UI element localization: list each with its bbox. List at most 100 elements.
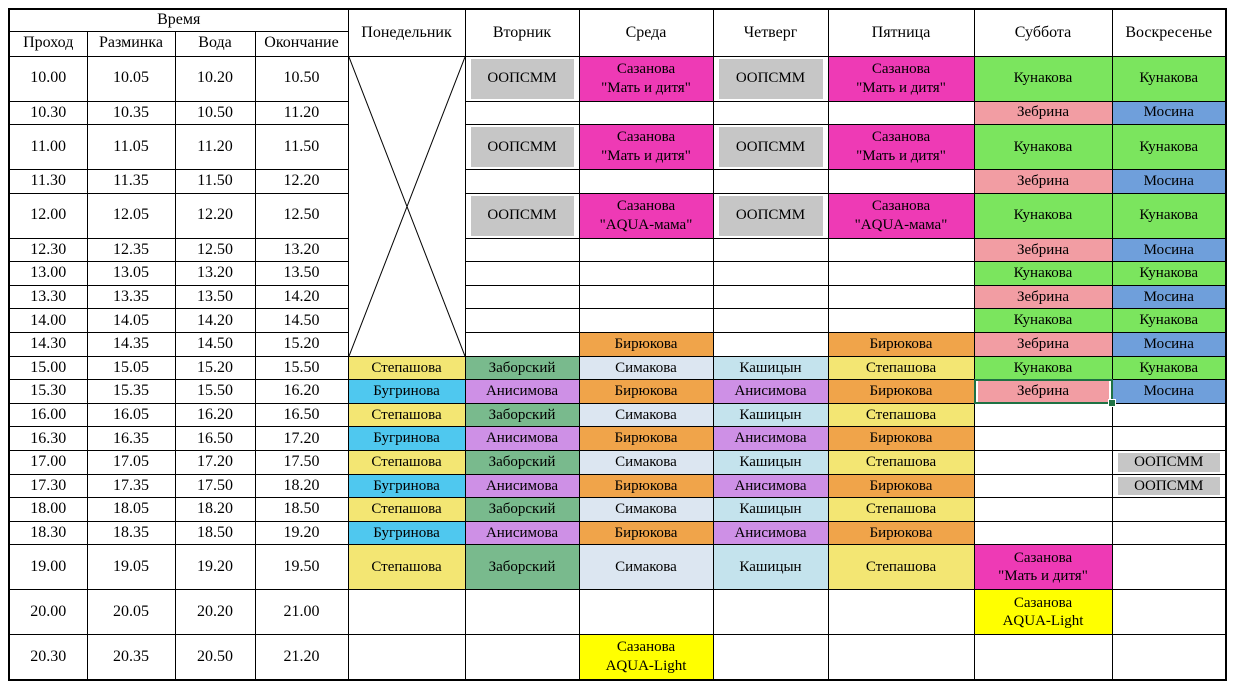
- time-cell[interactable]: 18.30: [8, 520, 88, 546]
- day-header-thursday[interactable]: Четверг: [712, 8, 829, 57]
- schedule-cell[interactable]: ООПСММ: [464, 192, 580, 239]
- empty-cell[interactable]: [464, 237, 580, 263]
- time-cell[interactable]: 17.30: [8, 473, 88, 499]
- time-cell[interactable]: 21.00: [254, 589, 349, 636]
- time-cell[interactable]: 12.50: [174, 237, 256, 263]
- empty-cell[interactable]: [464, 589, 580, 636]
- time-cell[interactable]: 19.00: [8, 544, 88, 591]
- time-cell[interactable]: 10.50: [254, 55, 349, 102]
- empty-cell[interactable]: [827, 284, 975, 310]
- time-cell[interactable]: 15.50: [174, 379, 256, 404]
- schedule-cell[interactable]: Заборский: [464, 497, 580, 522]
- time-cell[interactable]: 13.35: [86, 284, 176, 310]
- schedule-cell[interactable]: Степашова: [827, 355, 975, 381]
- time-cell[interactable]: 10.35: [86, 100, 176, 126]
- schedule-cell[interactable]: Мосина: [1111, 100, 1227, 126]
- time-cell[interactable]: 18.20: [174, 497, 256, 522]
- time-cell[interactable]: 21.20: [254, 634, 349, 681]
- time-col-end[interactable]: Окончание: [254, 30, 349, 57]
- empty-cell[interactable]: [827, 169, 975, 194]
- time-cell[interactable]: 16.20: [174, 402, 256, 428]
- day-header-friday[interactable]: Пятница: [827, 8, 975, 57]
- time-cell[interactable]: 13.20: [254, 237, 349, 263]
- time-cell[interactable]: 11.20: [254, 100, 349, 126]
- day-header-saturday[interactable]: Суббота: [973, 8, 1113, 57]
- schedule-cell[interactable]: Кашицын: [712, 355, 829, 381]
- time-cell[interactable]: 14.50: [174, 332, 256, 357]
- time-cell[interactable]: 16.00: [8, 402, 88, 428]
- time-col-warmup[interactable]: Разминка: [86, 30, 176, 57]
- schedule-cell[interactable]: Зебрина: [973, 332, 1113, 357]
- schedule-cell[interactable]: Анисимова: [464, 379, 580, 404]
- empty-cell[interactable]: [712, 100, 829, 126]
- time-cell[interactable]: 19.20: [174, 544, 256, 591]
- schedule-cell[interactable]: Кунакова: [1111, 308, 1227, 334]
- schedule-cell[interactable]: ООПСММ: [712, 55, 829, 102]
- empty-cell[interactable]: [464, 284, 580, 310]
- schedule-cell[interactable]: Сазанова "Мать и дитя": [827, 55, 975, 102]
- schedule-cell[interactable]: Бирюкова: [827, 473, 975, 499]
- empty-cell[interactable]: [578, 169, 714, 194]
- empty-cell[interactable]: [1111, 634, 1227, 681]
- empty-cell[interactable]: [712, 634, 829, 681]
- time-cell[interactable]: 16.30: [8, 426, 88, 452]
- schedule-cell[interactable]: Зебрина: [973, 100, 1113, 126]
- empty-cell[interactable]: [712, 589, 829, 636]
- empty-cell[interactable]: [973, 426, 1113, 452]
- empty-cell[interactable]: [1111, 520, 1227, 546]
- time-cell[interactable]: 17.20: [254, 426, 349, 452]
- schedule-cell[interactable]: Бугринова: [347, 379, 466, 404]
- time-cell[interactable]: 15.05: [86, 355, 176, 381]
- time-cell[interactable]: 18.00: [8, 497, 88, 522]
- time-cell[interactable]: 11.20: [174, 124, 256, 171]
- empty-cell[interactable]: [712, 308, 829, 334]
- schedule-cell[interactable]: ООПСММ: [464, 124, 580, 171]
- schedule-cell[interactable]: Бирюкова: [578, 473, 714, 499]
- time-cell[interactable]: 11.35: [86, 169, 176, 194]
- empty-cell[interactable]: [827, 308, 975, 334]
- empty-cell[interactable]: [973, 520, 1113, 546]
- time-cell[interactable]: 16.50: [254, 402, 349, 428]
- schedule-cell[interactable]: Кунакова: [1111, 124, 1227, 171]
- time-cell[interactable]: 13.00: [8, 261, 88, 286]
- time-cell[interactable]: 16.05: [86, 402, 176, 428]
- empty-cell[interactable]: [712, 237, 829, 263]
- schedule-cell[interactable]: Анисимова: [712, 520, 829, 546]
- time-cell[interactable]: 14.20: [174, 308, 256, 334]
- schedule-cell[interactable]: Сазанова AQUA-Light: [973, 589, 1113, 636]
- time-cell[interactable]: 17.05: [86, 450, 176, 475]
- time-cell[interactable]: 16.50: [174, 426, 256, 452]
- time-cell[interactable]: 18.20: [254, 473, 349, 499]
- time-cell[interactable]: 12.00: [8, 192, 88, 239]
- time-cell[interactable]: 14.00: [8, 308, 88, 334]
- schedule-cell[interactable]: Симакова: [578, 402, 714, 428]
- schedule-cell[interactable]: Заборский: [464, 450, 580, 475]
- empty-cell[interactable]: [973, 450, 1113, 475]
- empty-cell[interactable]: [578, 237, 714, 263]
- schedule-cell[interactable]: Анисимова: [712, 473, 829, 499]
- empty-cell[interactable]: [827, 261, 975, 286]
- schedule-cell[interactable]: Симакова: [578, 450, 714, 475]
- empty-cell[interactable]: [464, 308, 580, 334]
- empty-cell[interactable]: [973, 402, 1113, 428]
- empty-cell[interactable]: [827, 237, 975, 263]
- schedule-cell[interactable]: ООПСММ: [464, 55, 580, 102]
- time-cell[interactable]: 16.35: [86, 426, 176, 452]
- time-group-header[interactable]: Время: [8, 8, 349, 32]
- schedule-cell[interactable]: Мосина: [1111, 237, 1227, 263]
- schedule-cell[interactable]: Мосина: [1111, 284, 1227, 310]
- empty-cell[interactable]: [712, 169, 829, 194]
- empty-cell[interactable]: [464, 169, 580, 194]
- time-col-entry[interactable]: Проход: [8, 30, 88, 57]
- empty-cell[interactable]: [973, 473, 1113, 499]
- time-cell[interactable]: 13.50: [174, 284, 256, 310]
- schedule-cell[interactable]: Степашова: [347, 402, 466, 428]
- schedule-cell[interactable]: Анисимова: [712, 426, 829, 452]
- schedule-cell[interactable]: Кашицын: [712, 544, 829, 591]
- schedule-cell[interactable]: Кашицын: [712, 497, 829, 522]
- time-cell[interactable]: 13.30: [8, 284, 88, 310]
- empty-cell[interactable]: [712, 332, 829, 357]
- empty-cell[interactable]: [1111, 589, 1227, 636]
- empty-cell[interactable]: [578, 589, 714, 636]
- schedule-cell[interactable]: Бирюкова: [827, 332, 975, 357]
